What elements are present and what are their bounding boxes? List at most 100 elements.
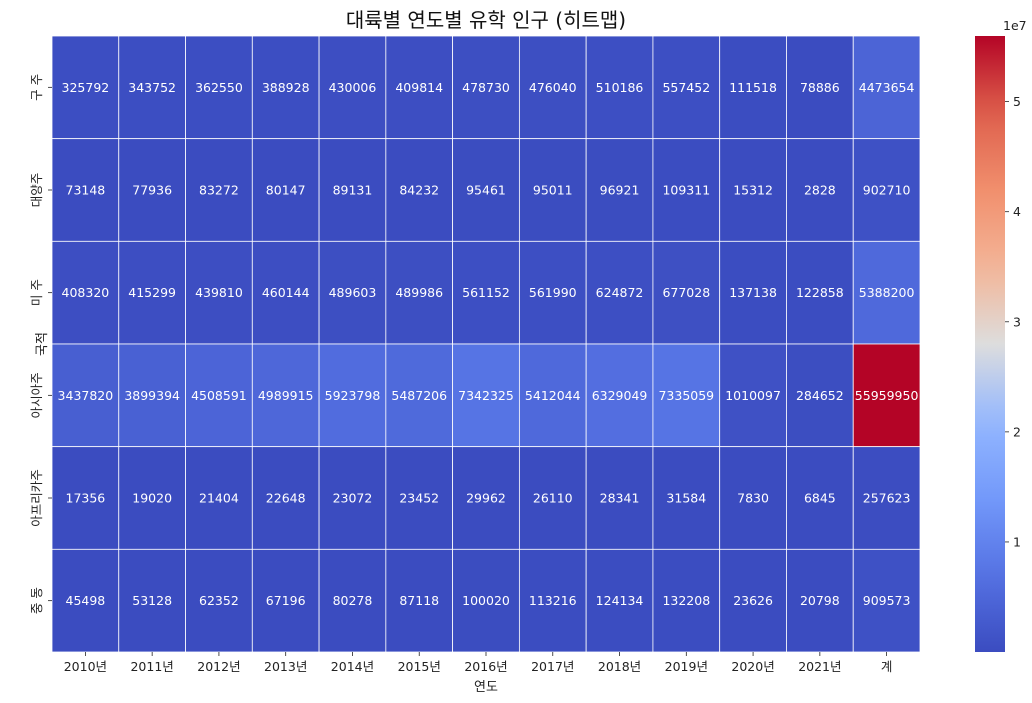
y-tick-label: 미 주 <box>29 279 44 306</box>
cell-value-label: 87118 <box>399 593 439 608</box>
cell-value-label: 415299 <box>128 285 176 300</box>
cell-value-label: 510186 <box>596 80 644 95</box>
x-tick-label: 2010년 <box>64 659 107 674</box>
cell-value-label: 561990 <box>529 285 577 300</box>
colorbar-tick-label: 3 <box>1013 314 1021 329</box>
y-axis-label: 국적 <box>35 332 50 356</box>
cell-value-label: 31584 <box>666 491 706 506</box>
x-axis-ticks: 2010년 2011년 2012년 2013년 2014년 2015년 2016년 2017년… <box>64 652 892 674</box>
heatmap-cell <box>518 548 587 653</box>
heatmap-cell <box>719 240 787 345</box>
cell-value-label: 15312 <box>733 183 773 198</box>
colorbar-tick-label: 1 <box>1013 534 1021 549</box>
heatmap-cell <box>51 240 120 345</box>
heatmap-cell <box>585 240 654 345</box>
colorbar-multiplier-label: 1e7 <box>1003 18 1027 33</box>
cell-value-label: 561152 <box>462 285 510 300</box>
colorbar: 1 2 3 4 5 1e7 <box>975 18 1027 652</box>
heatmap-cell <box>652 138 721 242</box>
heatmap-cell <box>251 138 320 242</box>
x-tick-label: 2018년 <box>598 659 641 674</box>
cell-value-label: 6329049 <box>592 388 648 403</box>
heatmap-cell <box>185 138 253 242</box>
heatmap-cell <box>852 343 921 448</box>
heatmap-cell <box>786 240 854 345</box>
cell-value-label: 4508591 <box>191 388 247 403</box>
cell-value-label: 257623 <box>863 491 911 506</box>
cell-value-label: 7342325 <box>458 388 514 403</box>
colorbar-gradient <box>975 36 1005 652</box>
cell-value-label: 284652 <box>796 388 844 403</box>
cell-value-label: 489986 <box>395 285 443 300</box>
cell-value-label: 83272 <box>199 183 239 198</box>
heatmap-cell <box>318 548 387 653</box>
heatmap-cells: 325792 343752 362550 388928 430006 409814 4787… <box>51 35 921 653</box>
heatmap-cell <box>652 240 721 345</box>
heatmap-cell <box>251 35 320 140</box>
cell-value-label: 1010097 <box>725 388 781 403</box>
heatmap-cell <box>185 240 253 345</box>
x-axis-label: 연도 <box>474 680 498 695</box>
heatmap-cell <box>786 343 854 448</box>
heatmap-cell <box>786 446 854 550</box>
cell-value-label: 111518 <box>729 80 777 95</box>
heatmap-cell <box>852 446 921 550</box>
heatmap-cell <box>118 446 186 550</box>
cell-value-label: 408320 <box>62 285 110 300</box>
cell-value-label: 124134 <box>596 593 644 608</box>
cell-value-label: 677028 <box>662 285 710 300</box>
heatmap-cell <box>585 548 654 653</box>
cell-value-label: 362550 <box>195 80 243 95</box>
heatmap-cell <box>852 35 921 140</box>
cell-value-label: 80278 <box>333 593 373 608</box>
heatmap-cell <box>719 343 787 448</box>
heatmap-cell <box>585 446 654 550</box>
cell-value-label: 7335059 <box>658 388 714 403</box>
heatmap-cell <box>251 446 320 550</box>
cell-value-label: 62352 <box>199 593 239 608</box>
cell-value-label: 4989915 <box>258 388 314 403</box>
heatmap-cell <box>452 548 520 653</box>
cell-value-label: 113216 <box>529 593 577 608</box>
cell-value-label: 3899394 <box>124 388 180 403</box>
heatmap-cell <box>318 240 387 345</box>
cell-value-label: 2828 <box>804 183 836 198</box>
y-tick-label: 구 주 <box>29 74 44 101</box>
cell-value-label: 45498 <box>66 593 106 608</box>
heatmap-cell <box>452 343 520 448</box>
x-tick-label: 2015년 <box>398 659 441 674</box>
cell-value-label: 624872 <box>596 285 644 300</box>
cell-value-label: 409814 <box>395 80 443 95</box>
heatmap-cell <box>251 343 320 448</box>
cell-value-label: 476040 <box>529 80 577 95</box>
heatmap-cell <box>185 35 253 140</box>
heatmap-cell <box>318 35 387 140</box>
x-tick-label: 2020년 <box>731 659 774 674</box>
cell-value-label: 5923798 <box>325 388 381 403</box>
cell-value-label: 26110 <box>533 491 573 506</box>
cell-value-label: 22648 <box>266 491 306 506</box>
heatmap-cell <box>852 240 921 345</box>
cell-value-label: 388928 <box>262 80 310 95</box>
y-tick-label: 아프리카주 <box>29 469 44 527</box>
heatmap-cell <box>318 138 387 242</box>
heatmap-cell <box>118 240 186 345</box>
cell-value-label: 325792 <box>62 80 110 95</box>
heatmap-cell <box>51 548 120 653</box>
cell-value-label: 109311 <box>662 183 710 198</box>
heatmap-cell <box>518 138 587 242</box>
x-tick-label: 2011년 <box>130 659 173 674</box>
heatmap-cell <box>585 343 654 448</box>
heatmap-cell <box>185 343 253 448</box>
heatmap-cell <box>185 548 253 653</box>
cell-value-label: 430006 <box>329 80 377 95</box>
heatmap-cell <box>585 138 654 242</box>
cell-value-label: 5388200 <box>859 285 915 300</box>
cell-value-label: 67196 <box>266 593 306 608</box>
x-tick-label: 2012년 <box>197 659 240 674</box>
heatmap-cell <box>786 138 854 242</box>
cell-value-label: 55959950 <box>855 388 919 403</box>
cell-value-label: 20798 <box>800 593 840 608</box>
heatmap-cell <box>518 343 587 448</box>
